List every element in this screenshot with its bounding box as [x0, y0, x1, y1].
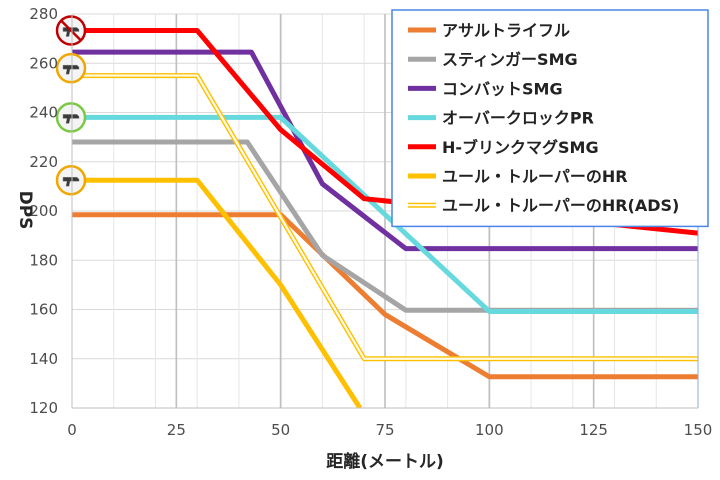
legend-label: ユール・トルーパーのHR	[442, 167, 628, 186]
legend-label: オーバークロックPR	[442, 109, 594, 128]
x-tick-label: 0	[67, 421, 77, 439]
y-axis-title: DPS	[15, 191, 35, 230]
hr-weapon-icon	[55, 164, 87, 196]
legend-item: ユール・トルーパーのHR	[408, 167, 628, 186]
series-line-4	[72, 114, 698, 314]
y-tick-label: 280	[29, 5, 58, 23]
x-tick-label: 100	[475, 421, 504, 439]
blinkmag-weapon-icon	[55, 15, 87, 46]
series-line-7-inner	[72, 74, 698, 360]
x-tick-label: 50	[271, 421, 290, 439]
legend-item: オーバークロックPR	[408, 109, 594, 128]
legend-item: ユール・トルーパーのHR(ADS)	[408, 196, 679, 215]
hr-ads-weapon-icon	[55, 52, 87, 84]
legend-label: スティンガーSMG	[442, 50, 578, 69]
y-tick-label: 220	[29, 153, 58, 171]
y-tick-label: 180	[29, 251, 58, 269]
legend-item: スティンガーSMG	[408, 50, 578, 69]
y-tick-label: 160	[29, 301, 58, 319]
y-tick-label: 140	[29, 350, 58, 368]
y-tick-label: 260	[29, 54, 58, 72]
series-line-1	[72, 212, 698, 380]
legend-label: コンバットSMG	[442, 79, 563, 98]
weapon-icon-layer	[55, 15, 87, 196]
legend-item: アサルトライフル	[408, 21, 570, 40]
y-tick-label: 120	[29, 399, 58, 417]
legend-label: H-ブリンクマグSMG	[442, 138, 599, 157]
legend-item: コンバットSMG	[408, 79, 563, 98]
x-tick-label: 125	[579, 421, 608, 439]
legend-label: ユール・トルーパーのHR(ADS)	[442, 196, 679, 215]
x-tick-label: 25	[167, 421, 186, 439]
series-line-3	[72, 49, 698, 252]
legend-item: H-ブリンクマグSMG	[408, 138, 599, 157]
y-tick-label: 200	[29, 202, 58, 220]
series-layer	[72, 27, 699, 408]
overclock-weapon-icon	[55, 102, 87, 133]
series-line-6	[72, 177, 363, 408]
x-tick-label: 150	[684, 421, 713, 439]
x-tick-label: 75	[375, 421, 394, 439]
legend-label: アサルトライフル	[442, 21, 570, 40]
legend-box	[391, 9, 709, 228]
x-axis-title: 距離(メートル)	[326, 451, 444, 472]
axis-layer: 120 140 160 180 200 220 240 260 280 0 25 50 75 100 125…	[29, 5, 712, 439]
y-tick-label: 240	[29, 104, 58, 122]
